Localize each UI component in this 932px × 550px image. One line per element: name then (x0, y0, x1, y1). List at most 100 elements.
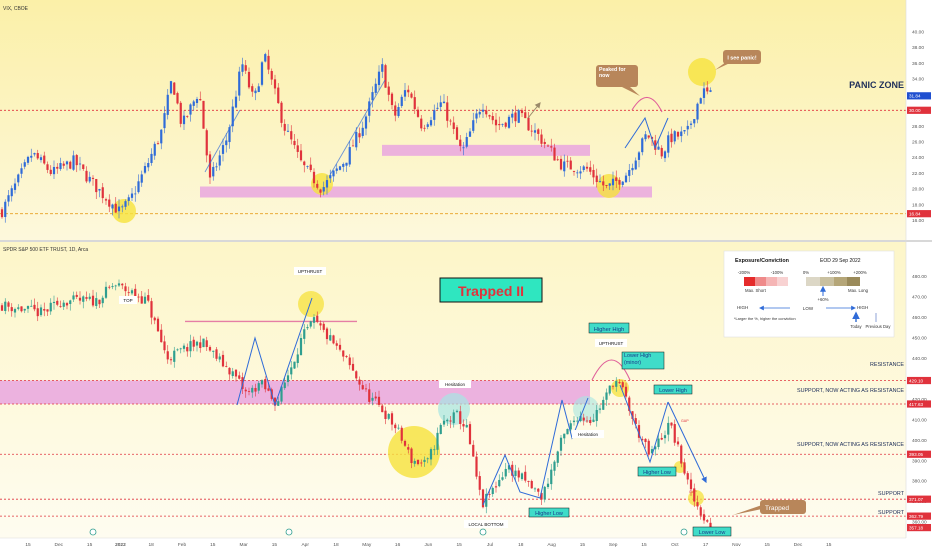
vix-candle-body (543, 141, 546, 145)
vix-candle-body (699, 98, 702, 104)
vix-candle-body (491, 116, 494, 121)
vix-candle-body (228, 127, 231, 143)
spy-candle-body (696, 502, 699, 507)
vix-candle-body (481, 109, 485, 112)
spy-candle-body (667, 422, 670, 435)
time-axis-label: 15 (765, 542, 771, 548)
spy-candle-body (436, 432, 439, 450)
legend-previous-label: Previous Day (866, 324, 892, 329)
vix-candle-body (527, 117, 530, 131)
spy-candle-body (130, 290, 134, 294)
spy-axis-tick: 460.00 (912, 315, 927, 321)
vix-candle-body (693, 119, 696, 124)
spy-candle-body (85, 297, 88, 299)
spy-highlight-circle-1 (298, 291, 324, 317)
spy-candle-body (368, 389, 371, 402)
vix-candle-body (384, 65, 387, 88)
spy-last-price-tag-bg (907, 523, 931, 532)
spy-candle-body (95, 298, 98, 307)
vix-candle-body (511, 113, 514, 118)
spy-candle-body (709, 522, 712, 529)
vix-candle-body (82, 164, 85, 169)
vix-candle-body (621, 181, 624, 185)
vix-candle-body (332, 170, 335, 177)
spy-candle-body (387, 413, 390, 419)
event-marker-2[interactable] (285, 528, 293, 536)
hesitation-cloud-2 (573, 396, 599, 422)
vix-candle-body (530, 130, 533, 132)
label-top: TOP (119, 296, 137, 304)
vix-candle-body (124, 201, 127, 207)
vix-candle-body (550, 146, 553, 148)
event-marker-3[interactable] (479, 528, 487, 536)
exposure-short-scale-4 (777, 277, 788, 286)
vix-candle-body (641, 138, 644, 153)
vix-candle-body (13, 183, 17, 190)
vix-candle-body (608, 183, 611, 186)
spy-candle-body (52, 301, 56, 304)
spy-candle-body (186, 347, 189, 352)
vix-candle-body (186, 115, 189, 117)
vix-candle-body (160, 129, 163, 144)
vix-candles (0, 49, 712, 223)
spy-candle-body (442, 420, 446, 425)
spy-candle-body (611, 385, 615, 387)
spy-candle-body (426, 458, 429, 460)
spy-candle-body (316, 315, 319, 322)
vix-candle-body (273, 79, 277, 89)
spy-candle-body (176, 349, 179, 351)
spy-candle-body (527, 480, 530, 482)
label-higher-low-1: Higher Low (528, 507, 570, 518)
vix-candle-body (413, 97, 416, 110)
event-marker-1[interactable] (89, 528, 97, 536)
spy-candle-body (101, 297, 104, 304)
spy-candle-body (605, 392, 608, 400)
vix-candle-body (176, 93, 179, 104)
vix-candle-body (205, 130, 208, 156)
time-axis-label: 18 (333, 542, 339, 548)
label-upthrust-2: UPTHRUST (595, 339, 627, 347)
chart-title-box: Trapped II (439, 277, 543, 303)
vix-candle-body (472, 120, 475, 131)
spy-candle-body (429, 449, 433, 460)
label-higher-low-1-text: Higher Low (535, 511, 563, 517)
vix-candle-body (569, 160, 572, 170)
spy-candle-body (660, 437, 663, 440)
spy-candle-body (156, 318, 160, 332)
spy-candle-body (306, 327, 309, 329)
vix-candle-body (455, 127, 459, 140)
vix-candle-body (17, 174, 20, 183)
vix-level-tag-panic: 30.00 (909, 108, 921, 113)
exposure-long-scale-4 (847, 277, 860, 286)
vix-candle-body (494, 119, 498, 126)
spy-candle-body (433, 449, 436, 451)
spy-candle-body (312, 317, 316, 323)
spy-panel: SPDR S&P 500 ETF TRUST, 1D, Arca Exposur… (0, 242, 931, 538)
vix-candle-body (416, 109, 420, 117)
spy-candle-body (111, 286, 114, 288)
event-marker-4[interactable] (680, 528, 688, 536)
vix-candle-body (244, 65, 247, 71)
vix-candle-body (371, 92, 374, 101)
vix-candle-body (75, 155, 78, 166)
vix-candle-body (572, 171, 576, 172)
spy-candle-body (299, 338, 303, 356)
vix-candle-body (30, 155, 33, 158)
time-axis-label: Feb (178, 542, 187, 548)
vix-candle-body (225, 140, 228, 146)
label-local-bottom: LOCAL BOTTOM (464, 520, 508, 528)
vix-candle-body (546, 145, 550, 147)
spy-candle-body (293, 361, 296, 369)
spy-candle-body (33, 304, 36, 310)
spy-candle-body (504, 468, 507, 477)
spy-candle-body (91, 295, 95, 306)
vix-candle-body (361, 127, 364, 136)
exposure-short-scale-2 (755, 277, 766, 286)
vix-candle-body (634, 160, 637, 170)
vix-candle-body (267, 55, 270, 70)
spy-axis-tick: 480.00 (912, 274, 927, 280)
spy-level-tag: 429.10 (909, 378, 923, 383)
spy-candle-body (49, 302, 52, 312)
vix-candle-body (663, 151, 667, 159)
spy-level-tag-bg (907, 376, 931, 385)
